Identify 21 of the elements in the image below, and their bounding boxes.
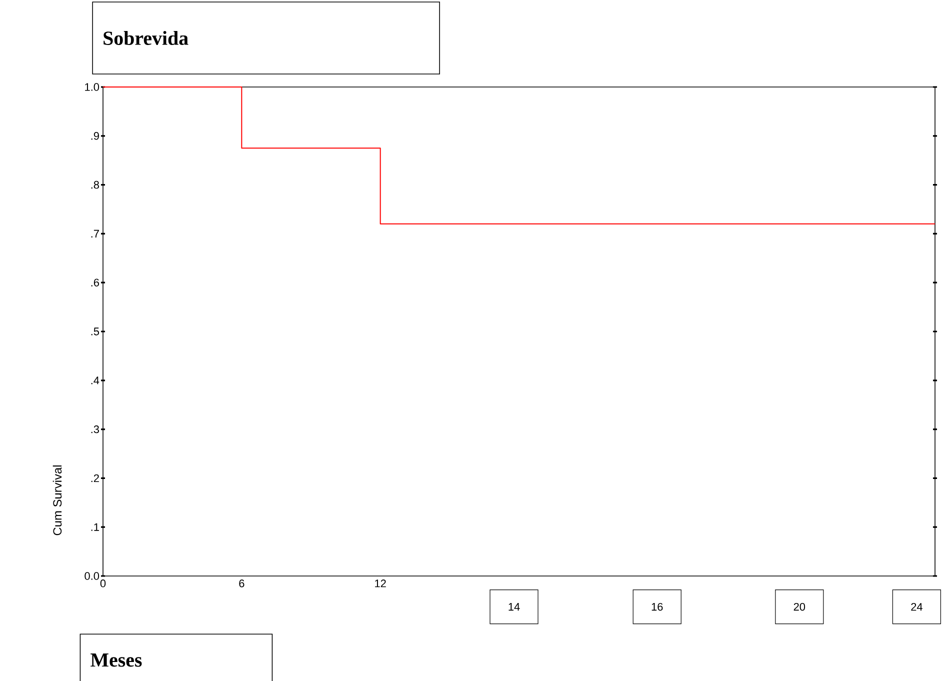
- y-tick-label: .8: [91, 180, 99, 189]
- y-tick-label: .5: [91, 328, 100, 336]
- y-tick-label: .3: [91, 425, 99, 434]
- x-tick-label: 0: [100, 580, 106, 588]
- text: 20: [794, 602, 806, 611]
- y-tick-label: .4: [91, 376, 100, 384]
- x-tick-label: 6: [239, 580, 244, 588]
- y-tick-label: .7: [91, 230, 99, 238]
- x-tick-label: 12: [375, 580, 386, 588]
- y-tick-label: 0.0: [84, 572, 100, 580]
- chart-title: Sobrevida: [104, 30, 188, 45]
- text: 14: [508, 603, 520, 611]
- text: 16: [652, 602, 663, 611]
- y-tick-label: .9: [91, 132, 99, 140]
- text: 24: [911, 602, 922, 611]
- y-tick-label: .1: [91, 523, 99, 531]
- y-tick-label: 1.0: [85, 83, 100, 91]
- y-tick-label: .6: [91, 278, 99, 286]
- x-axis-title: Meses: [90, 653, 142, 667]
- y-tick-label: .2: [91, 474, 99, 482]
- y-axis-title: Cum Survival: [52, 465, 62, 536]
